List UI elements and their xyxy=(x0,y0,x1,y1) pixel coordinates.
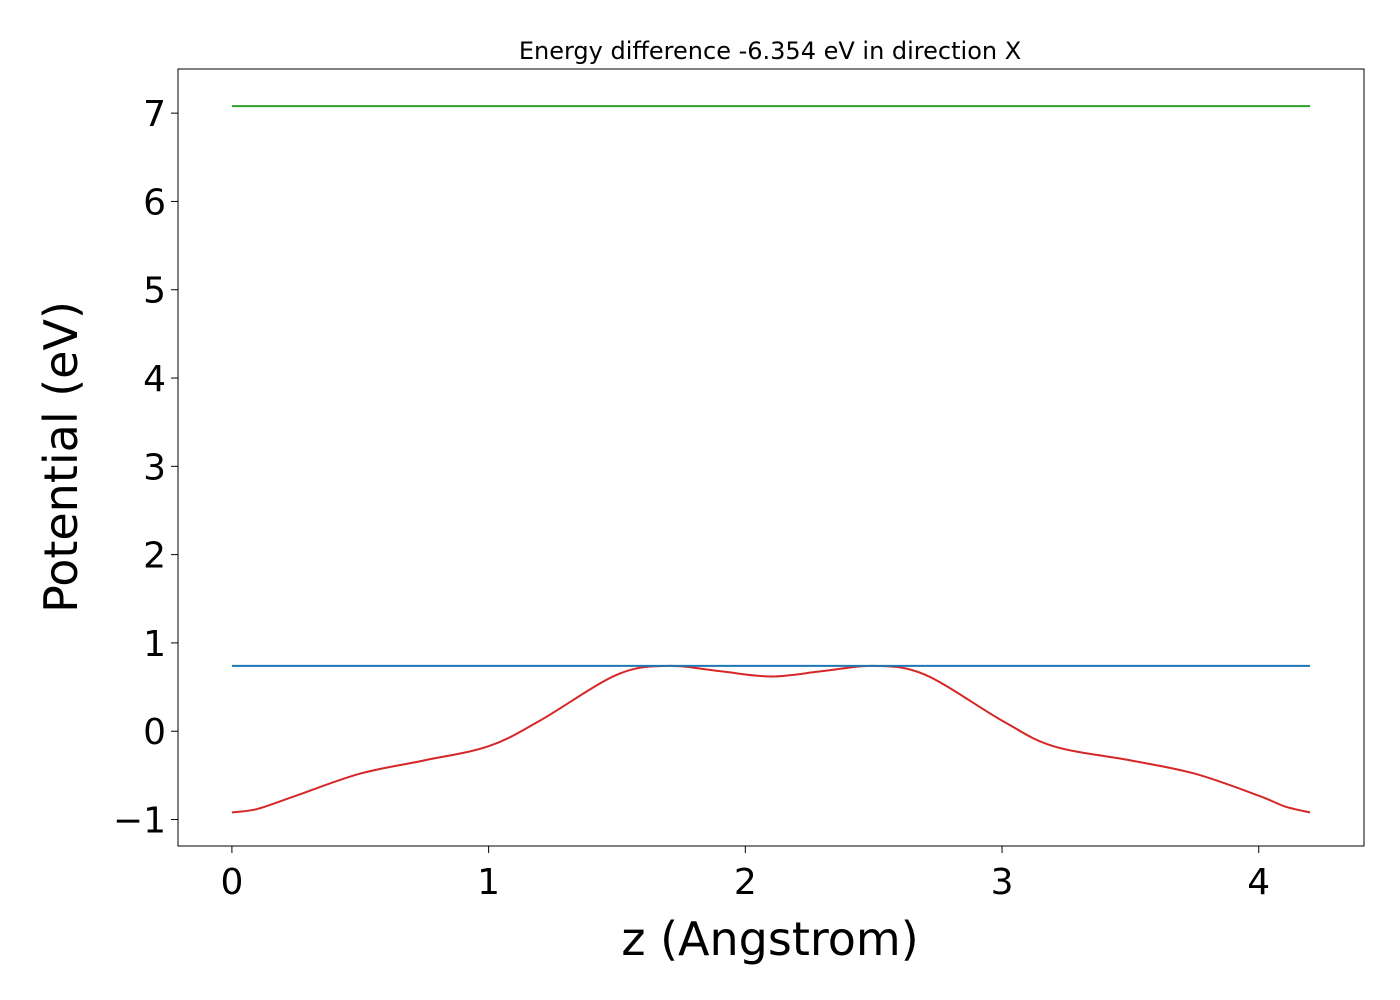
y-tick-label: 5 xyxy=(143,271,166,312)
x-tick-label: 2 xyxy=(734,862,757,903)
plot-frame xyxy=(177,68,1365,847)
y-tick-label: 6 xyxy=(143,182,166,223)
y-tick-label: 3 xyxy=(143,447,166,488)
y-tick-label: 2 xyxy=(143,536,166,577)
x-tick-label: 1 xyxy=(477,862,500,903)
y-axis-ticks: −1 0 1 2 3 4 5 6 7 xyxy=(113,94,178,842)
series-line-potential-curve xyxy=(231,664,1311,814)
y-tick-label: −1 xyxy=(113,801,166,842)
x-tick-label: 4 xyxy=(1247,862,1270,903)
x-tick-label: 0 xyxy=(220,862,243,903)
plot-area xyxy=(231,105,1311,814)
chart-title: Energy difference -6.354 eV in direction… xyxy=(519,37,1021,65)
y-tick-label: 0 xyxy=(143,712,166,753)
x-axis-ticks: 0 1 2 3 4 xyxy=(220,846,1270,903)
y-axis-label: Potential (eV) xyxy=(34,301,88,613)
x-axis-label: z (Angstrom) xyxy=(621,912,918,966)
x-tick-label: 3 xyxy=(991,862,1014,903)
y-tick-label: 1 xyxy=(143,624,166,665)
y-tick-label: 4 xyxy=(143,359,166,400)
y-tick-label: 7 xyxy=(143,94,166,135)
